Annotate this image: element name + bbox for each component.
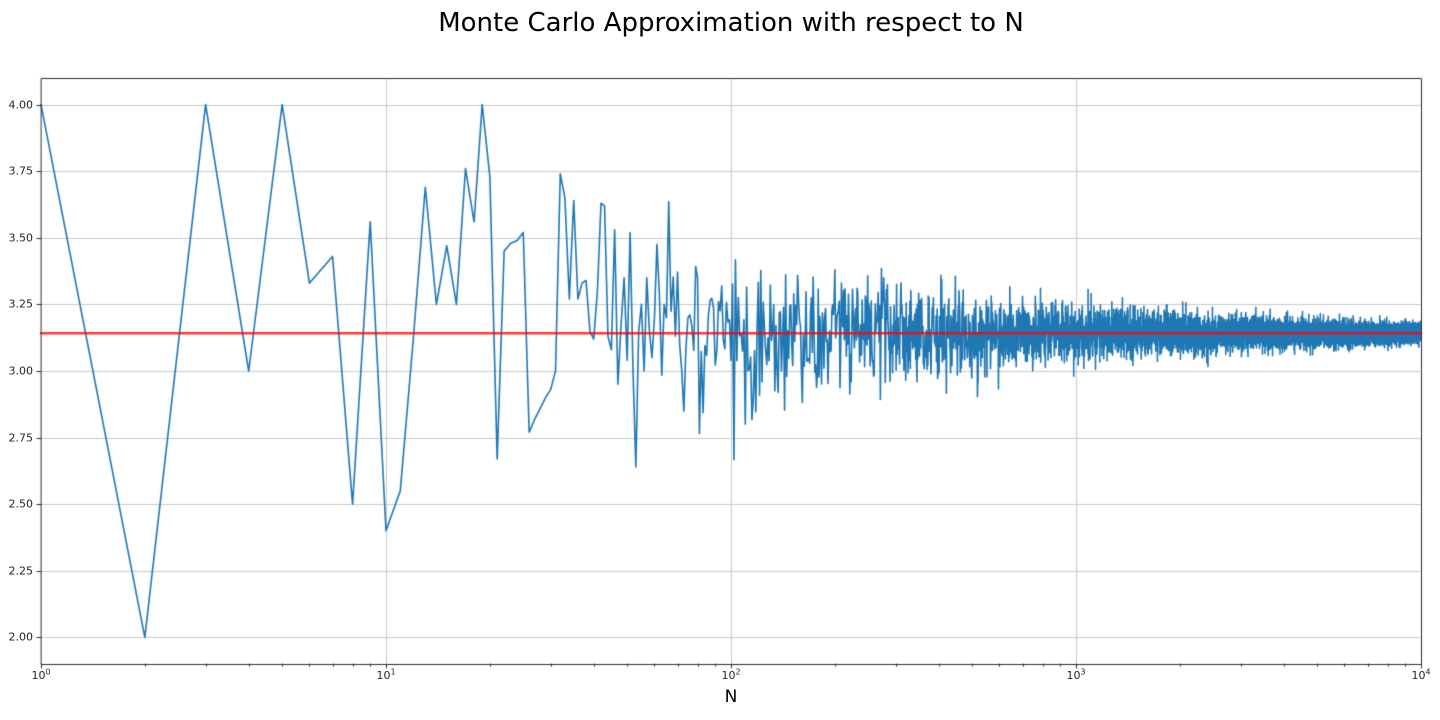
y-tick-label: 2.50 <box>8 497 34 511</box>
y-tick-label: 2.25 <box>8 564 34 578</box>
y-tick-label: 3.50 <box>8 231 34 245</box>
y-tick-label: 4.00 <box>8 98 34 112</box>
x-tick-label: 104 <box>1411 667 1431 682</box>
x-tick-label: 100 <box>31 667 51 682</box>
y-tick-label: 2.75 <box>8 431 34 445</box>
x-tick-label: 101 <box>376 667 396 682</box>
y-tick-label: 3.00 <box>8 364 34 378</box>
x-tick-label: 103 <box>1066 667 1086 682</box>
y-tick-label: 3.75 <box>8 164 34 178</box>
y-tick-label: 2.00 <box>8 630 34 644</box>
y-tick-label: 3.25 <box>8 297 34 311</box>
x-axis-label: N <box>724 687 738 707</box>
x-tick-label: 102 <box>721 667 741 682</box>
chart-title: Monte Carlo Approximation with respect t… <box>438 8 1024 38</box>
